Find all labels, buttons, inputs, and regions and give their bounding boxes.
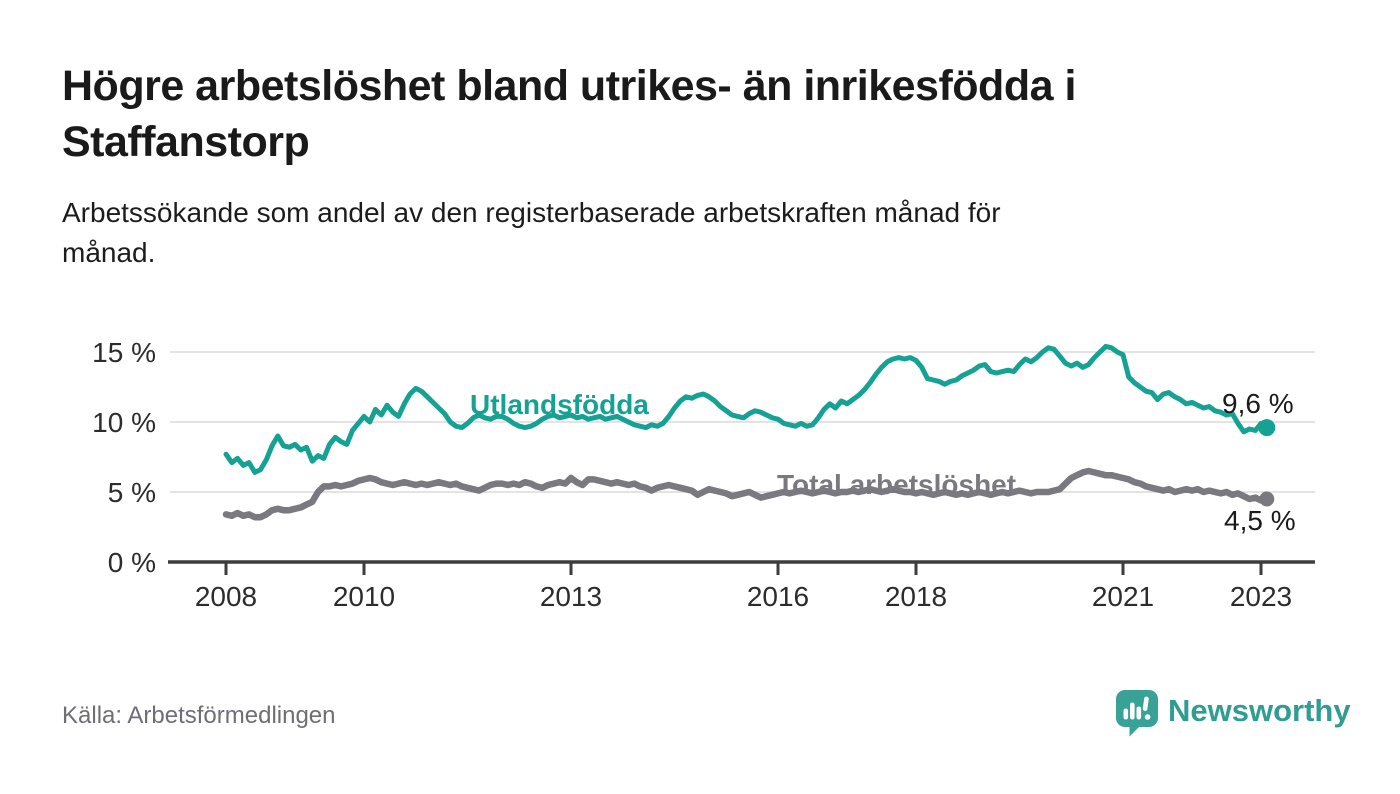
- x-tick-label-2016: 2016: [747, 581, 809, 612]
- subtitle-line-2: månad.: [62, 237, 156, 268]
- series-end-dot-total-arbetsloshet: [1259, 491, 1275, 507]
- end-value-label-total: 4,5 %: [1224, 505, 1296, 536]
- series-end-dot-utlandsfodda: [1258, 419, 1276, 437]
- newsworthy-speech-bubble-chart-icon: [1116, 690, 1158, 737]
- x-tick-label-2013: 2013: [540, 581, 602, 612]
- x-tick-label-2008: 2008: [195, 581, 257, 612]
- y-tick-label-5pct: 5 %: [108, 477, 156, 508]
- x-tick-label-2018: 2018: [885, 581, 947, 612]
- x-tick-label-2010: 2010: [333, 581, 395, 612]
- newsworthy-wordmark: Newsworthy: [1168, 693, 1351, 728]
- subtitle-line-1: Arbetssökande som andel av den registerb…: [62, 197, 1001, 228]
- series-line-utlandsfodda: [223, 343, 1270, 475]
- chart-subtitle: Arbetssökande som andel av den registerb…: [62, 193, 1342, 273]
- x-tick-label-2023: 2023: [1230, 581, 1292, 612]
- source-attribution: Källa: Arbetsförmedlingen: [62, 702, 336, 729]
- y-tick-label-15pct: 15 %: [92, 337, 156, 368]
- end-value-label-utlandsfodda: 9,6 %: [1222, 388, 1294, 419]
- series-label-total-arbetsloshet: Total arbetslöshet: [777, 469, 1017, 500]
- y-tick-label-0pct: 0 %: [108, 547, 156, 578]
- title-line-1: Högre arbetslöshet bland utrikes- än inr…: [62, 62, 1076, 110]
- y-tick-label-10pct: 10 %: [92, 407, 156, 438]
- newsworthy-logo: Newsworthy: [1114, 688, 1351, 738]
- title-line-2: Staffanstorp: [62, 118, 310, 166]
- series-label-utlandsfodda: Utlandsfödda: [470, 389, 649, 420]
- x-tick-label-2021: 2021: [1092, 581, 1154, 612]
- series-line-total-arbetsloshet: [222, 467, 1271, 521]
- page-title: Högre arbetslöshet bland utrikes- än inr…: [62, 58, 1362, 170]
